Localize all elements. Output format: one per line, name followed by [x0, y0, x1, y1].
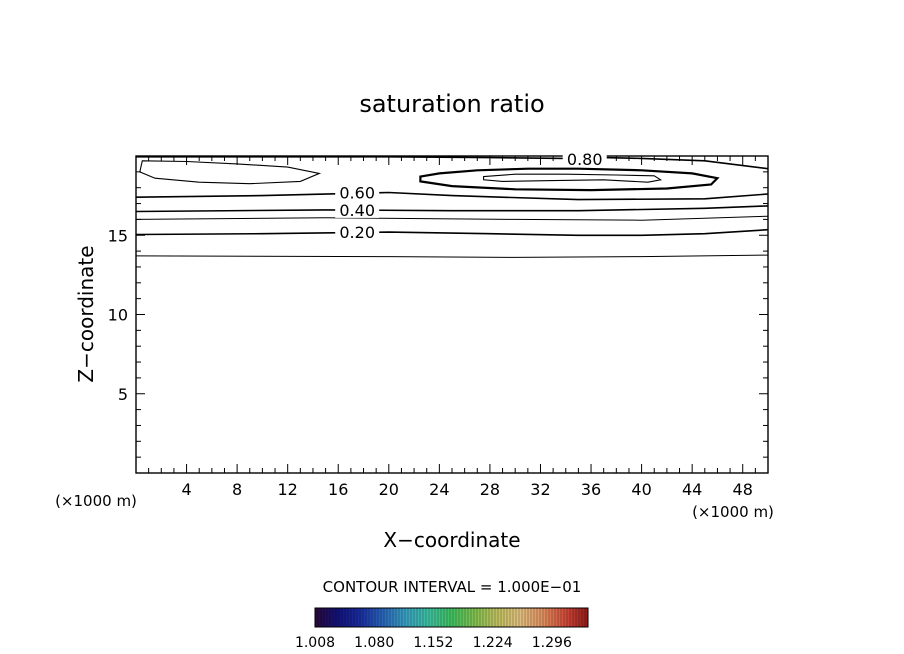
y-axis-label: Z−coordinate: [74, 245, 98, 382]
contour-label: 0.40: [339, 201, 375, 220]
colorbar-tick-label: 1.224: [473, 635, 513, 651]
contour-lines: [135, 156, 769, 258]
y-tick-label: 10: [108, 306, 128, 325]
colorbar-tick-label: 1.080: [354, 635, 394, 651]
contour-line-unlabeled: [135, 215, 769, 221]
closed-contour: [419, 167, 720, 192]
contour-line-unlabeled: [135, 254, 769, 258]
x-tick-label: 16: [328, 480, 348, 499]
x-tick-label: 4: [181, 480, 191, 499]
x-tick-label: 12: [278, 480, 298, 499]
contour-line-0.20: [135, 228, 769, 237]
colorbar-tick-label: 1.008: [295, 635, 335, 651]
x-tick-label: 48: [733, 480, 753, 499]
contour-label-bg: [562, 151, 607, 168]
colorbar: [314, 607, 589, 628]
x-tick-label: 28: [480, 480, 500, 499]
contour-labels: 0.20 0.400.60 0.80: [335, 150, 607, 242]
contour-label-bg: [335, 224, 380, 241]
axis-ticks: [136, 156, 768, 473]
colorbar-tick-label: 1.296: [532, 635, 572, 651]
x-tick-labels: 4 8 12 16 20 24 28 32 36 40 44 48: [181, 480, 752, 499]
contour-line-0.60: [135, 191, 769, 201]
colorbar-tick-label: 1.152: [413, 635, 453, 651]
x-tick-label: 40: [631, 480, 651, 499]
closed-contour: [483, 173, 663, 183]
y-tick-label: 5: [118, 385, 128, 404]
colorbar-tick-labels: 1.008 1.080 1.152 1.224 1.296: [295, 635, 572, 651]
x-tick-label: 32: [530, 480, 550, 499]
contour-line-0.40: [135, 205, 769, 213]
contour-label-bg: [335, 184, 380, 201]
contour-interval-note: CONTOUR INTERVAL = 1.000E−01: [323, 578, 582, 596]
contour-label: 0.80: [567, 150, 603, 169]
closed-contour: [139, 160, 322, 185]
colorbar-gradient: [314, 607, 589, 628]
contour-label: 0.20: [339, 223, 375, 242]
chart-title: saturation ratio: [359, 90, 544, 118]
x-tick-label: 20: [379, 480, 399, 499]
x-tick-label: 36: [581, 480, 601, 499]
plot-frame: [135, 155, 769, 474]
contour-label: 0.60: [339, 183, 375, 202]
y-tick-label: 15: [108, 226, 128, 245]
contour-label-bg: [335, 201, 380, 218]
y-tick-labels: 5 10 15: [108, 226, 128, 404]
x-unit-left: (×1000 m): [55, 492, 137, 510]
x-tick-label: 44: [682, 480, 702, 499]
x-unit-right: (×1000 m): [692, 503, 774, 521]
x-tick-label: 24: [429, 480, 449, 499]
x-axis-label: X−coordinate: [383, 528, 520, 552]
x-tick-label: 8: [232, 480, 242, 499]
